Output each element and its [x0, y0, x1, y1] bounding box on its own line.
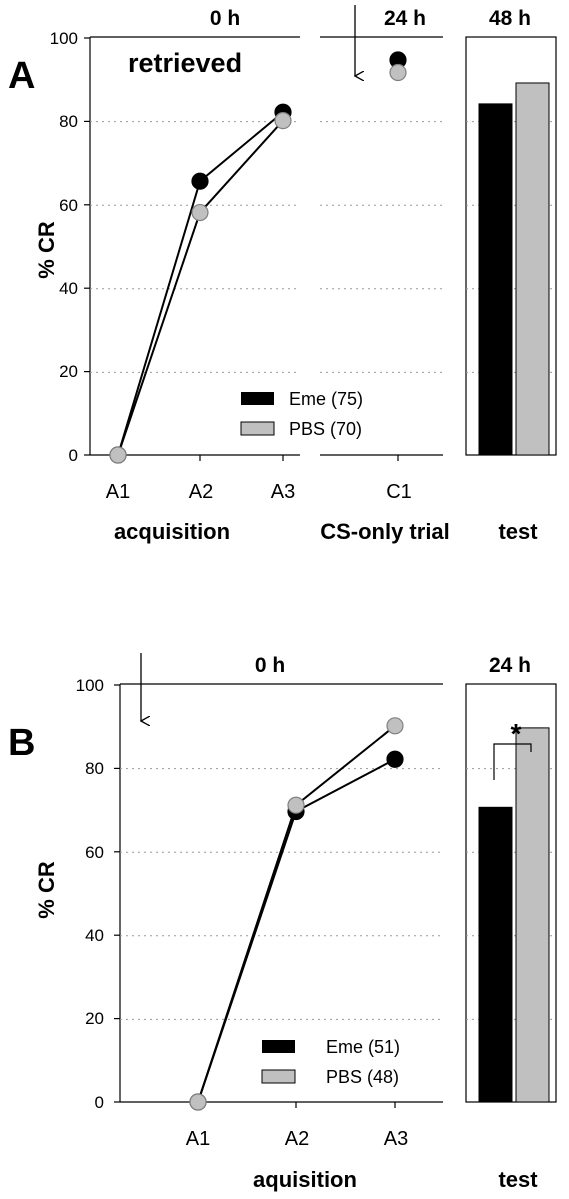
retrieved-annotation: retrieved [128, 48, 242, 78]
time-label: 24 h [489, 654, 531, 677]
panel-b-label: B [8, 722, 35, 764]
y-tick-label: 40 [85, 926, 104, 945]
panel-a-legend: Eme (75) PBS (70) [240, 389, 363, 439]
x-tick-label: A3 [384, 1128, 408, 1150]
legend-label-pbs: PBS (48) [326, 1067, 399, 1087]
panel-a-y-ticks [84, 37, 90, 456]
group-label-acquisition: acquisition [114, 519, 230, 544]
panel-a-time-labels: 0 h 24 h 48 h [210, 7, 531, 30]
x-tick-label: A1 [106, 481, 130, 503]
pbs-data-point [189, 1093, 207, 1111]
panel-b-x-tick-labels: A1 A2 A3 [186, 1128, 408, 1150]
y-tick-label: 60 [85, 843, 104, 862]
time-label: 24 h [384, 7, 426, 30]
significance-star: * [511, 718, 522, 749]
y-tick-label: 20 [85, 1009, 104, 1028]
pbs-data-point [191, 203, 209, 222]
panel-b-y-tick-labels: 0 20 40 60 80 100 [76, 676, 104, 1112]
x-tick-label: A1 [186, 1128, 210, 1150]
y-tick-label: 60 [59, 196, 78, 215]
eme-test-bar [478, 806, 513, 1103]
time-label: 0 h [255, 654, 285, 677]
group-label-test: test [498, 1167, 538, 1192]
pbs-test-bar [515, 727, 550, 1103]
legend-label-pbs: PBS (70) [289, 419, 362, 439]
panel-b-y-ticks [114, 684, 120, 1103]
y-tick-label: 80 [59, 112, 78, 131]
panel-a-plot [109, 51, 550, 464]
panel-b-time-labels: 0 h 24 h [255, 654, 531, 677]
y-tick-label: 80 [85, 759, 104, 778]
panel-a-gridlines [90, 121, 556, 373]
legend-swatch-eme [262, 1040, 295, 1053]
y-tick-label: 40 [59, 279, 78, 298]
panel-b-group-labels: aquisition test [253, 1167, 538, 1192]
pbs-test-bar [515, 82, 550, 456]
eme-data-point [191, 172, 209, 190]
panel-b-legend: Eme (51) PBS (48) [261, 1037, 400, 1087]
pbs-data-point [386, 717, 404, 735]
panel-a-mid-frame [320, 36, 443, 456]
time-label: 48 h [489, 7, 531, 30]
pbs-data-point [274, 111, 292, 130]
panel-a-y-axis-label: % CR [34, 221, 59, 279]
y-tick-label: 0 [69, 446, 78, 465]
panel-b-plot [189, 717, 550, 1111]
y-tick-label: 0 [95, 1093, 104, 1112]
y-tick-label: 20 [59, 362, 78, 381]
legend-swatch-pbs [240, 421, 275, 436]
legend-swatch-eme [241, 392, 274, 405]
significance-bracket: * [493, 718, 532, 780]
x-tick-label: A2 [189, 481, 213, 503]
group-label-aquisition: aquisition [253, 1167, 357, 1192]
legend-label-eme: Eme (75) [289, 389, 363, 409]
panel-b-y-axis-label: % CR [34, 861, 59, 919]
panel-a-y-tick-labels: 0 20 40 60 80 100 [50, 29, 78, 465]
pbs-data-point [287, 796, 305, 814]
eme-test-bar [478, 103, 513, 456]
panel-a-x-ticks [117, 455, 399, 461]
y-tick-label: 100 [76, 676, 104, 695]
panel-b-x-ticks [197, 1102, 396, 1108]
x-tick-label: A2 [285, 1128, 309, 1150]
time-label: 0 h [210, 7, 240, 30]
panel-b: B 0 20 40 60 [8, 653, 557, 1192]
panel-a: A [8, 5, 557, 544]
pbs-data-point [109, 446, 127, 464]
x-tick-label: A3 [271, 481, 295, 503]
eme-data-point [386, 750, 404, 768]
group-label-test: test [498, 519, 538, 544]
group-label-cs-only: CS-only trial [320, 519, 450, 544]
legend-swatch-pbs [261, 1069, 296, 1084]
panel-b-left-frame [119, 683, 443, 1103]
panel-a-group-labels: acquisition CS-only trial test [114, 519, 538, 544]
pbs-c1-point [389, 63, 407, 82]
x-tick-label: C1 [386, 481, 412, 503]
y-tick-label: 100 [50, 29, 78, 48]
panel-a-x-tick-labels: A1 A2 A3 C1 [106, 481, 412, 503]
legend-label-eme: Eme (51) [326, 1037, 400, 1057]
panel-a-label: A [8, 55, 35, 97]
